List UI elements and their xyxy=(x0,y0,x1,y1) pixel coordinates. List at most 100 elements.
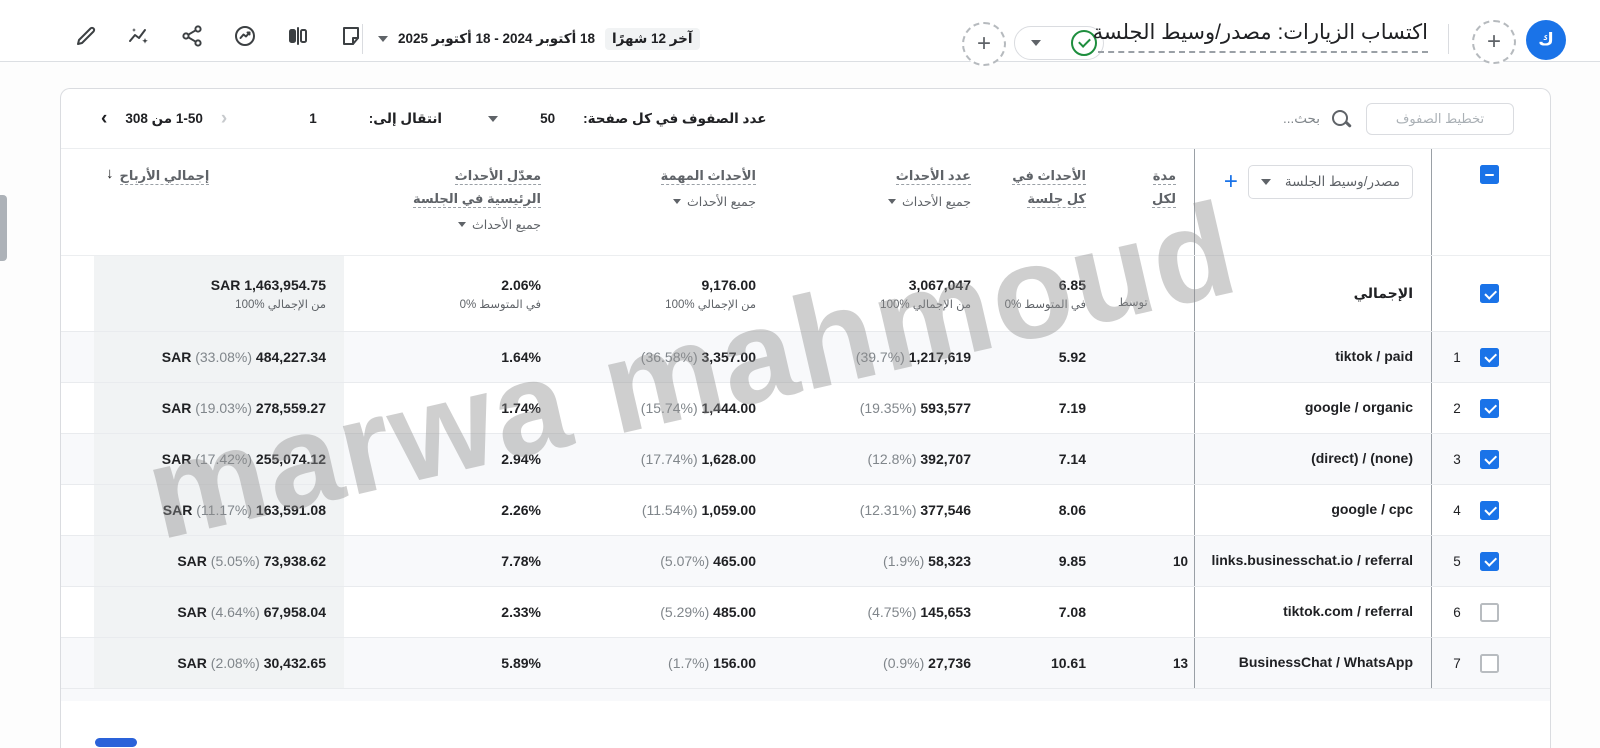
totals-revenue: SAR 1,463,954.75 xyxy=(210,276,326,293)
sort-descending-icon: ↓ xyxy=(106,165,114,182)
rows-per-page-label: عدد الصفوف في كل صفحة: xyxy=(583,110,767,126)
totals-checkbox[interactable] xyxy=(1480,284,1499,303)
add-dimension-button[interactable]: + xyxy=(1223,168,1238,195)
pagination-controls: ‹ 1-50 من 308 › 1 انتقال إلى: 50 عدد الص… xyxy=(97,109,766,128)
row-checkbox[interactable] xyxy=(1480,449,1499,469)
totals-eps: 6.85 xyxy=(1058,276,1086,293)
column-header-revenue[interactable]: ↓ إجمالي الأرباح xyxy=(94,149,344,255)
key-events-cell: (5.07%) 465.00 xyxy=(660,553,756,569)
page-title[interactable]: اكتساب الزيارات: مصدر/وسيط الجلسة xyxy=(1093,20,1428,53)
column-label: كل جلسة xyxy=(1027,190,1086,208)
table-row[interactable]: SAR (2.08%) 30,432.65 5.89% (1.7%) 156.0… xyxy=(61,637,1550,688)
row-checkbox[interactable] xyxy=(1480,347,1499,367)
key-events-cell: (15.74%) 1,444.00 xyxy=(640,400,756,416)
compare-icon[interactable] xyxy=(284,22,311,49)
table-row[interactable]: SAR (5.05%) 73,938.62 7.78% (5.07%) 465.… xyxy=(61,535,1550,586)
event-count-cell: (19.35%) 593,577 xyxy=(859,400,971,416)
events-per-session-cell: 9.85 xyxy=(1058,553,1086,569)
row-checkbox[interactable] xyxy=(1480,653,1499,673)
totals-clipped-fragment: توسط xyxy=(1118,296,1148,309)
key-event-rate-cell: 1.64% xyxy=(501,349,541,365)
row-checkbox[interactable] xyxy=(1480,551,1499,571)
table-row[interactable]: SAR (11.17%) 163,591.08 2.26% (11.54%) 1… xyxy=(61,484,1550,535)
plus-icon: + xyxy=(976,30,991,57)
report-toolbar xyxy=(72,22,364,49)
events-per-session-cell: 7.19 xyxy=(1058,400,1086,416)
row-select-cell: 5 xyxy=(1431,536,1550,586)
row-checkbox[interactable] xyxy=(1480,500,1499,520)
trending-circle-icon[interactable] xyxy=(231,22,258,49)
chevron-down-icon xyxy=(378,36,388,42)
event-filter-dropdown[interactable]: جميع الأحداث xyxy=(458,217,541,232)
revenue-cell: SAR (5.05%) 73,938.62 xyxy=(94,536,344,586)
check-circle-icon xyxy=(1071,30,1097,56)
chevron-down-icon xyxy=(1260,179,1271,185)
column-header-clipped[interactable]: مدة لكل xyxy=(1104,149,1194,255)
row-number: 6 xyxy=(1453,604,1461,620)
event-count-cell: (12.31%) 377,546 xyxy=(859,502,971,518)
key-event-rate-cell: 2.26% xyxy=(501,502,541,518)
table-row[interactable]: SAR (19.03%) 278,559.27 1.74% (15.74%) 1… xyxy=(61,382,1550,433)
source-medium-cell: tiktok.com / referral xyxy=(1194,587,1431,637)
totals-revenue-cell: SAR 1,463,954.75 100% من الإجمالي xyxy=(94,256,344,331)
events-per-session-cell: 7.14 xyxy=(1058,451,1086,467)
search-icon[interactable] xyxy=(1330,108,1352,130)
date-range-text: 18 أكتوبر 2024 - 18 أكتوبر 2025 xyxy=(398,31,595,46)
plot-rows-button[interactable]: تخطيط الصفوف xyxy=(1366,102,1514,135)
clipped-cell xyxy=(1104,332,1194,382)
events-per-session-cell: 5.92 xyxy=(1058,349,1086,365)
table-row[interactable]: SAR (33.08%) 484,227.34 1.64% (36.58%) 3… xyxy=(61,331,1550,382)
horizontal-scrollbar-thumb[interactable] xyxy=(95,738,137,747)
insights-icon[interactable] xyxy=(125,22,152,49)
row-checkbox[interactable] xyxy=(1480,398,1499,418)
totals-key-events-sub: 100% من الإجمالي xyxy=(665,298,756,311)
rows-per-page-caret[interactable] xyxy=(488,115,499,122)
share-icon[interactable] xyxy=(178,22,205,49)
row-select-cell: 2 xyxy=(1431,383,1550,433)
revenue-cell: SAR (19.03%) 278,559.27 xyxy=(94,383,344,433)
rows-per-page-value[interactable]: 50 xyxy=(540,111,556,126)
edit-icon[interactable] xyxy=(72,22,99,49)
column-header-key-event-rate[interactable]: معدّل الأحداث الرئيسية في الجلسة جميع ال… xyxy=(344,149,559,255)
clipped-cell xyxy=(1104,383,1194,433)
column-header-event-count[interactable]: عدد الأحداث جميع الأحداث xyxy=(774,149,989,255)
revenue-cell: SAR (17.42%) 255,074.12 xyxy=(94,434,344,484)
add-widget-button[interactable]: + xyxy=(1472,20,1516,64)
table-row[interactable]: SAR (4.64%) 67,958.04 2.33% (5.29%) 485.… xyxy=(61,586,1550,637)
column-label: الأحداث في xyxy=(1012,168,1086,185)
toolbar-divider xyxy=(362,24,363,54)
report-status-pill[interactable] xyxy=(1014,26,1104,60)
vertical-scrollbar-thumb[interactable] xyxy=(0,195,7,261)
column-header-events-per-session[interactable]: الأحداث في كل جلسة xyxy=(989,149,1104,255)
chevron-down-icon xyxy=(673,198,682,204)
totals-label-cell: الإجمالي xyxy=(1194,256,1431,331)
chevron-down-icon xyxy=(1031,40,1041,46)
goto-page-input[interactable]: 1 xyxy=(309,111,317,126)
prev-page-chevron[interactable]: › xyxy=(220,108,228,129)
event-filter-dropdown[interactable]: جميع الأحداث xyxy=(673,194,756,209)
clipped-cell: 10 xyxy=(1172,553,1188,569)
dimension-picker-dropdown[interactable]: مصدر/وسيط الجلسة xyxy=(1247,165,1413,199)
column-header-key-events[interactable]: الأحداث المهمة جميع الأحداث xyxy=(559,149,774,255)
event-filter-dropdown[interactable]: جميع الأحداث xyxy=(888,194,971,209)
add-comparison-button[interactable]: + xyxy=(962,22,1006,66)
totals-event-count-cell: 3,067,047 100% من الإجمالي xyxy=(774,256,989,331)
source-medium-cell: google / cpc xyxy=(1194,485,1431,535)
key-event-rate-cell: 2.33% xyxy=(501,604,541,620)
totals-select-cell: 0 xyxy=(1431,256,1550,331)
filter-label: جميع الأحداث xyxy=(687,194,756,209)
revenue-cell: SAR (33.08%) 484,227.34 xyxy=(94,332,344,382)
table-search-area: بحث... تخطيط الصفوف xyxy=(1283,102,1514,135)
table-row[interactable]: SAR (17.42%) 255,074.12 2.94% (17.74%) 1… xyxy=(61,433,1550,484)
event-count-cell: (1.9%) 58,323 xyxy=(883,553,971,569)
date-range-picker[interactable]: 18 أكتوبر 2024 - 18 أكتوبر 2025 آخر 12 ش… xyxy=(378,28,700,50)
select-all-checkbox[interactable] xyxy=(1480,165,1499,184)
row-number: 3 xyxy=(1453,451,1461,467)
key-event-rate-cell: 5.89% xyxy=(501,655,541,671)
next-page-chevron[interactable]: ‹ xyxy=(101,108,108,129)
search-input[interactable]: بحث... xyxy=(1283,110,1320,126)
avatar[interactable]: ك xyxy=(1526,20,1566,60)
row-checkbox[interactable] xyxy=(1480,602,1499,622)
note-icon[interactable] xyxy=(337,22,364,49)
